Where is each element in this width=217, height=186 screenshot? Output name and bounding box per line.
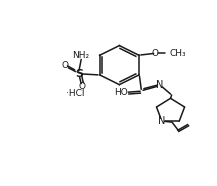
Text: O: O	[152, 49, 159, 58]
Text: S: S	[75, 69, 83, 79]
Text: O: O	[61, 61, 68, 70]
Text: N: N	[158, 116, 165, 126]
Text: O: O	[79, 82, 86, 91]
Text: ·HCl: ·HCl	[66, 89, 84, 98]
Text: NH₂: NH₂	[73, 51, 90, 60]
Text: N: N	[156, 80, 163, 90]
Text: CH₃: CH₃	[169, 49, 186, 58]
Text: HO: HO	[114, 88, 128, 97]
